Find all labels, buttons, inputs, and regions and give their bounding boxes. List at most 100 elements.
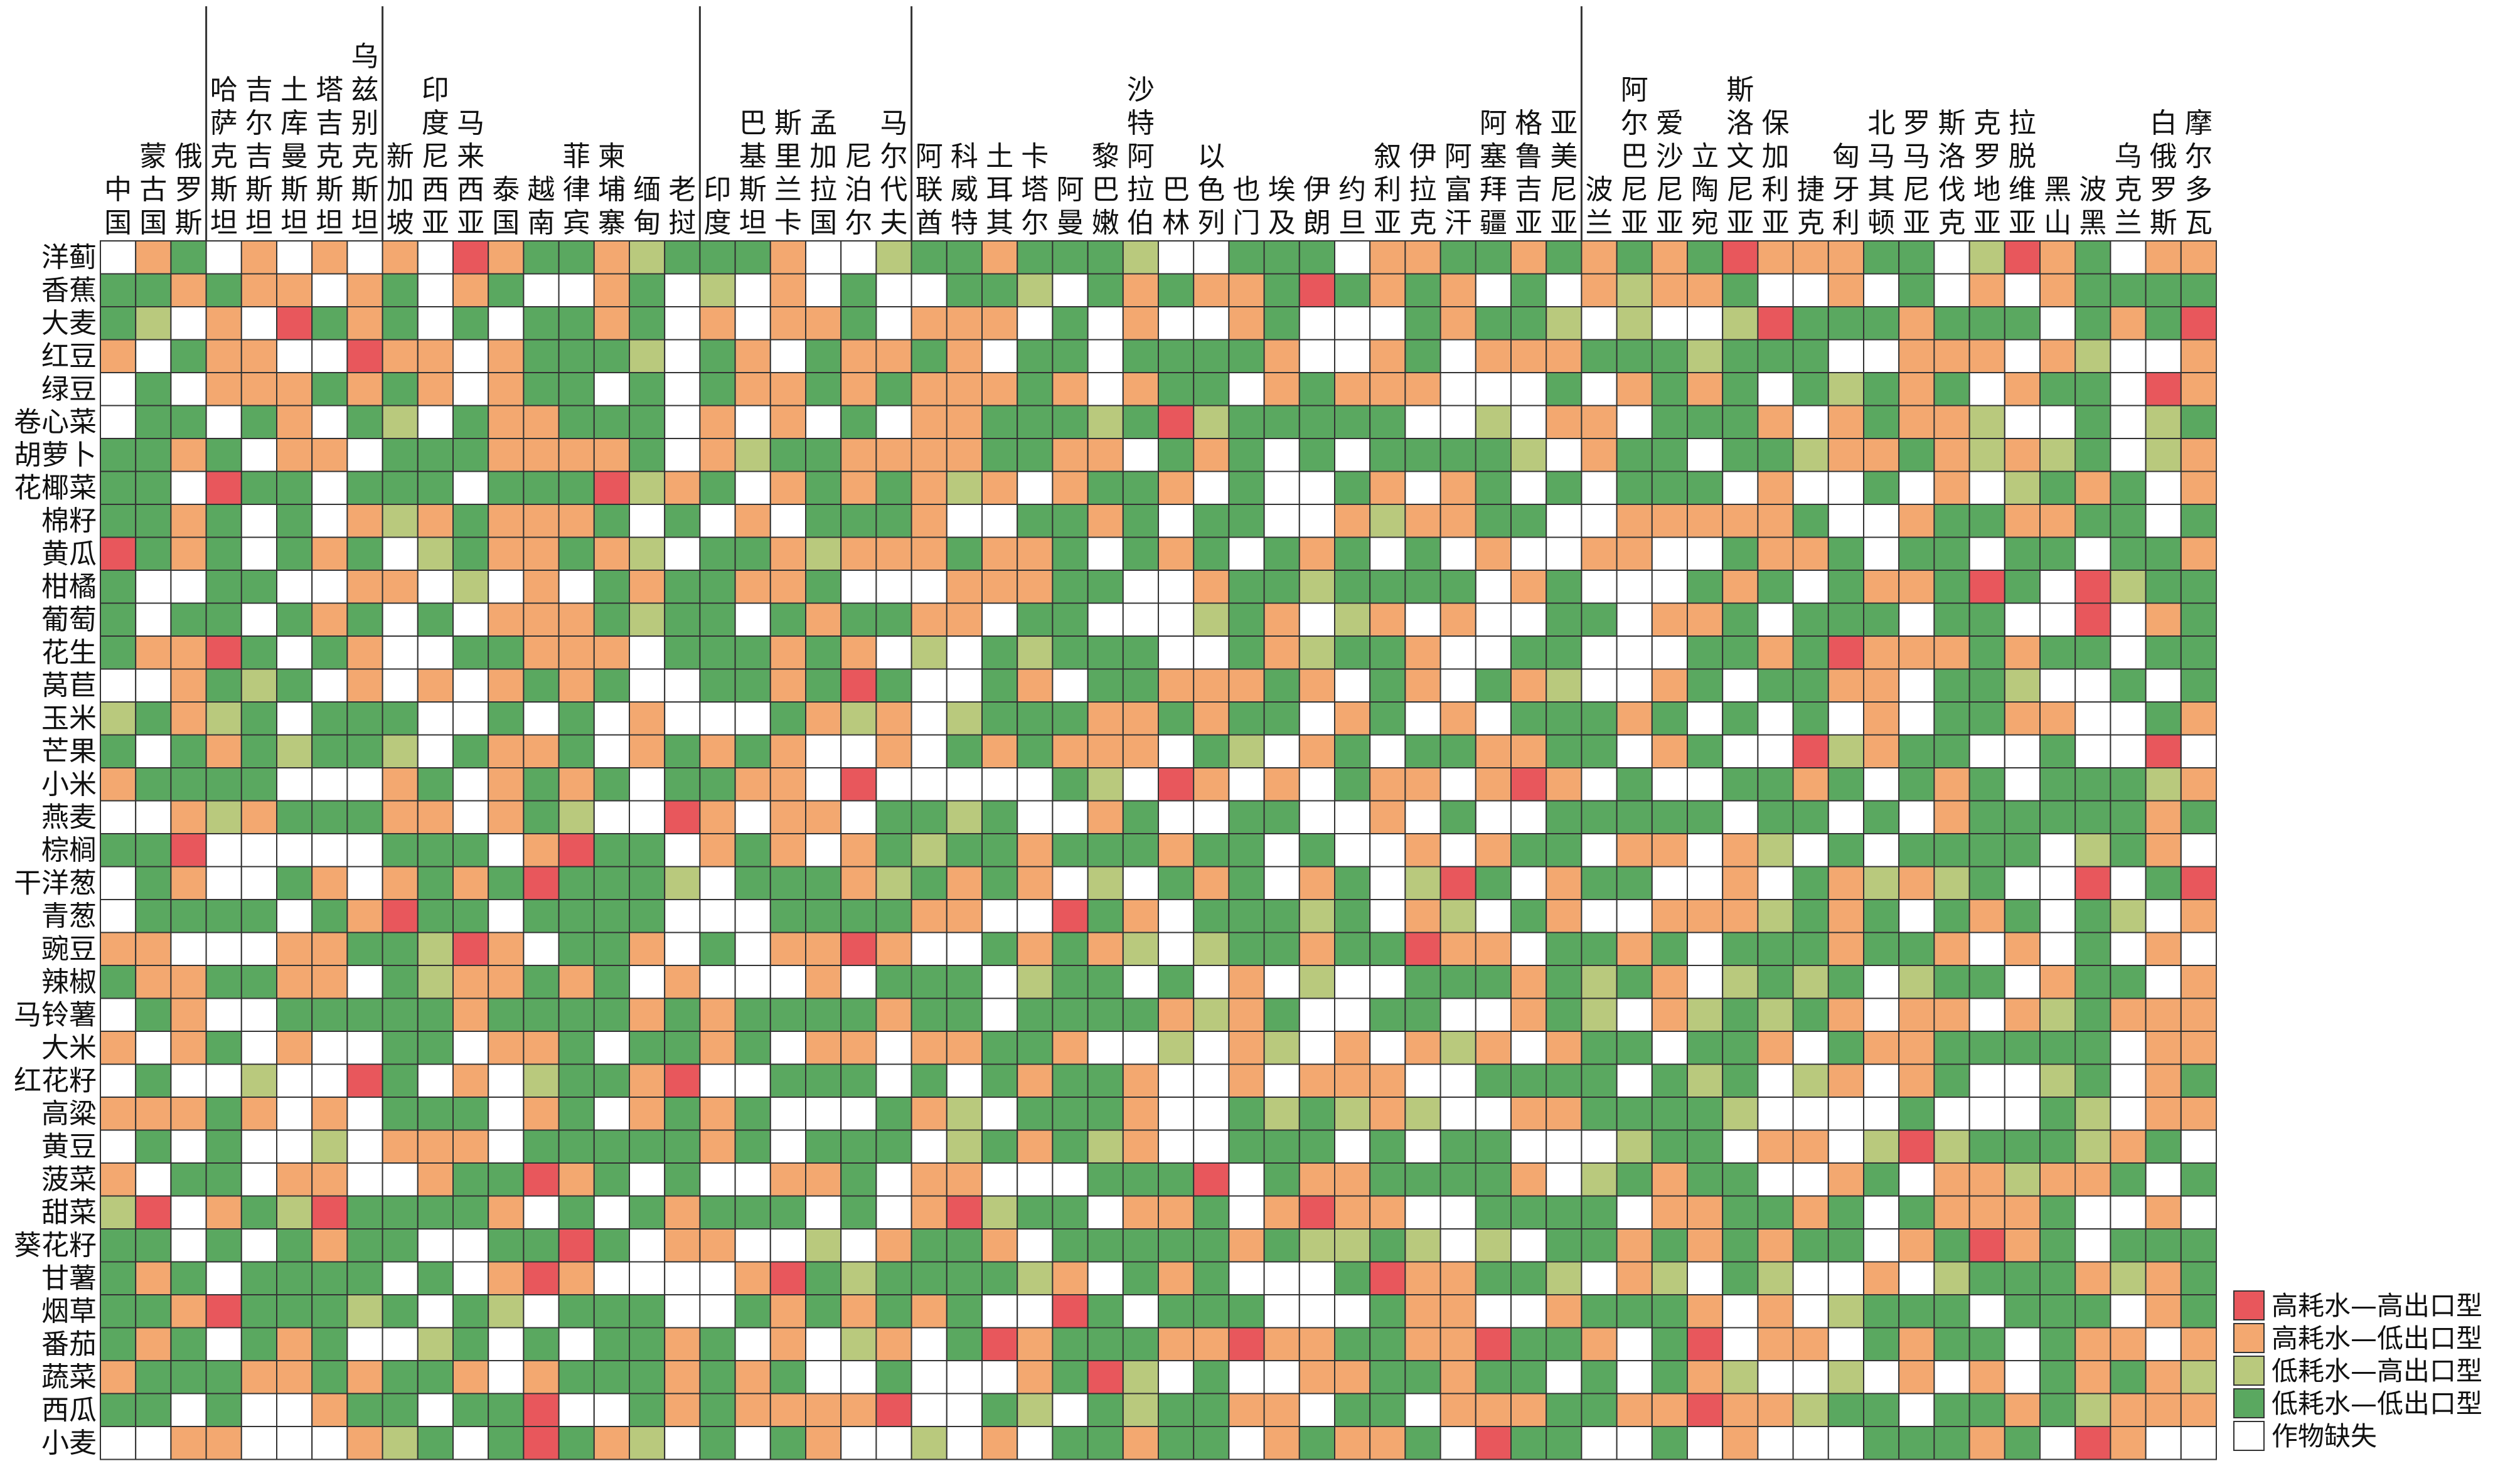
heatmap-cell — [1122, 405, 1160, 439]
heatmap-cell — [910, 306, 948, 341]
heatmap-cell — [523, 273, 560, 307]
heatmap-cell — [1510, 1426, 1547, 1460]
heatmap-cell — [135, 1327, 172, 1361]
heatmap-cell — [135, 470, 172, 505]
heatmap-cell — [488, 965, 525, 999]
heatmap-cell — [2004, 800, 2041, 834]
heatmap-cell — [1757, 1228, 1794, 1263]
heatmap-cell — [1369, 899, 1406, 933]
heatmap-cell — [1863, 306, 1900, 341]
heatmap-cell — [1228, 306, 1265, 341]
country-label: 巴 — [1621, 141, 1648, 173]
heatmap-cell — [1687, 1327, 1724, 1361]
heatmap-cell — [875, 273, 912, 307]
heatmap-cell — [558, 1360, 595, 1395]
heatmap-cell — [205, 899, 242, 933]
heatmap-cell — [1651, 1195, 1689, 1230]
heatmap-cell — [946, 1097, 983, 1131]
heatmap-cell — [1404, 372, 1441, 406]
heatmap-cell — [2004, 273, 2041, 307]
country-label: 坦 — [280, 207, 308, 239]
heatmap-cell — [1263, 1031, 1300, 1065]
heatmap-cell — [1827, 273, 1865, 307]
country-label: 亚 — [1726, 207, 1754, 239]
heatmap-cell — [1757, 1426, 1794, 1460]
heatmap-cell — [2074, 1261, 2112, 1295]
heatmap-cell — [664, 1294, 701, 1329]
heatmap-cell — [523, 602, 560, 637]
heatmap-cell — [452, 1129, 489, 1164]
heatmap-cell — [2110, 833, 2147, 868]
heatmap-cell — [1687, 240, 1724, 275]
country-label: 斯 — [210, 174, 238, 206]
heatmap-cell — [664, 602, 701, 637]
country-label: 拉 — [1409, 174, 1437, 206]
heatmap-cell — [1334, 932, 1371, 966]
heatmap-cell — [1616, 997, 1653, 1032]
heatmap-cell — [1722, 997, 1759, 1032]
heatmap-cell — [1510, 1327, 1547, 1361]
heatmap-cell — [2004, 965, 2041, 999]
country-label: 克 — [1797, 207, 1825, 239]
heatmap-cell — [205, 1162, 242, 1197]
heatmap-cell — [910, 1129, 948, 1164]
heatmap-cell — [2039, 701, 2076, 736]
heatmap-cell — [1475, 1097, 1512, 1131]
heatmap-cell — [1439, 1360, 1476, 1395]
heatmap-cell — [240, 372, 277, 406]
heatmap-cell — [1651, 932, 1689, 966]
heatmap-cell — [1369, 1195, 1406, 1230]
heatmap-cell — [1581, 240, 1618, 275]
heatmap-cell — [1546, 734, 1583, 768]
heatmap-cell — [840, 899, 877, 933]
country-label: 亚 — [2009, 207, 2036, 239]
heatmap-cell — [558, 1162, 595, 1197]
heatmap-cell — [1158, 1426, 1195, 1460]
heatmap-cell — [2110, 470, 2147, 505]
heatmap-cell — [1369, 997, 1406, 1032]
country-label: 坦 — [245, 207, 273, 239]
heatmap-cell — [1933, 1162, 1970, 1197]
heatmap-cell — [1439, 701, 1476, 736]
heatmap-cell — [276, 602, 313, 637]
heatmap-cell — [1052, 1097, 1089, 1131]
heatmap-cell — [170, 668, 207, 703]
heatmap-cell — [1792, 932, 1829, 966]
heatmap-cell — [417, 1063, 454, 1098]
heatmap-cell — [769, 767, 807, 802]
heatmap-cell — [1087, 339, 1124, 373]
country-label: 埃 — [1268, 174, 1296, 206]
heatmap-cell — [1722, 932, 1759, 966]
country-label: 斯 — [351, 174, 379, 206]
heatmap-cell — [311, 504, 348, 538]
heatmap-cell — [1052, 1162, 1089, 1197]
heatmap-cell — [593, 1426, 630, 1460]
heatmap-cell — [2074, 536, 2112, 571]
country-label: 尔 — [1621, 107, 1648, 139]
heatmap-cell — [1863, 997, 1900, 1032]
heatmap-cell — [1863, 701, 1900, 736]
heatmap-cell — [1933, 932, 1970, 966]
heatmap-cell — [699, 1063, 736, 1098]
heatmap-cell — [1863, 438, 1900, 472]
heatmap-cell — [170, 405, 207, 439]
heatmap-cell — [1298, 866, 1336, 900]
heatmap-cell — [981, 1063, 1018, 1098]
heatmap-cell — [1651, 701, 1689, 736]
country-label: 泰 — [492, 174, 520, 206]
heatmap-cell — [1158, 405, 1195, 439]
heatmap-cell — [1475, 833, 1512, 868]
heatmap-cell — [629, 1129, 666, 1164]
heatmap-cell — [664, 1195, 701, 1230]
heatmap-cell — [1193, 240, 1230, 275]
heatmap-cell — [1087, 273, 1124, 307]
country-label: 格 — [1515, 107, 1542, 139]
heatmap-cell — [593, 635, 630, 670]
heatmap-cell — [1475, 602, 1512, 637]
heatmap-cell — [1510, 1294, 1547, 1329]
heatmap-cell — [1298, 899, 1336, 933]
heatmap-cell — [100, 570, 137, 604]
heatmap-cell — [1898, 1393, 1935, 1427]
heatmap-cell — [1193, 734, 1230, 768]
heatmap-cell — [2110, 504, 2147, 538]
